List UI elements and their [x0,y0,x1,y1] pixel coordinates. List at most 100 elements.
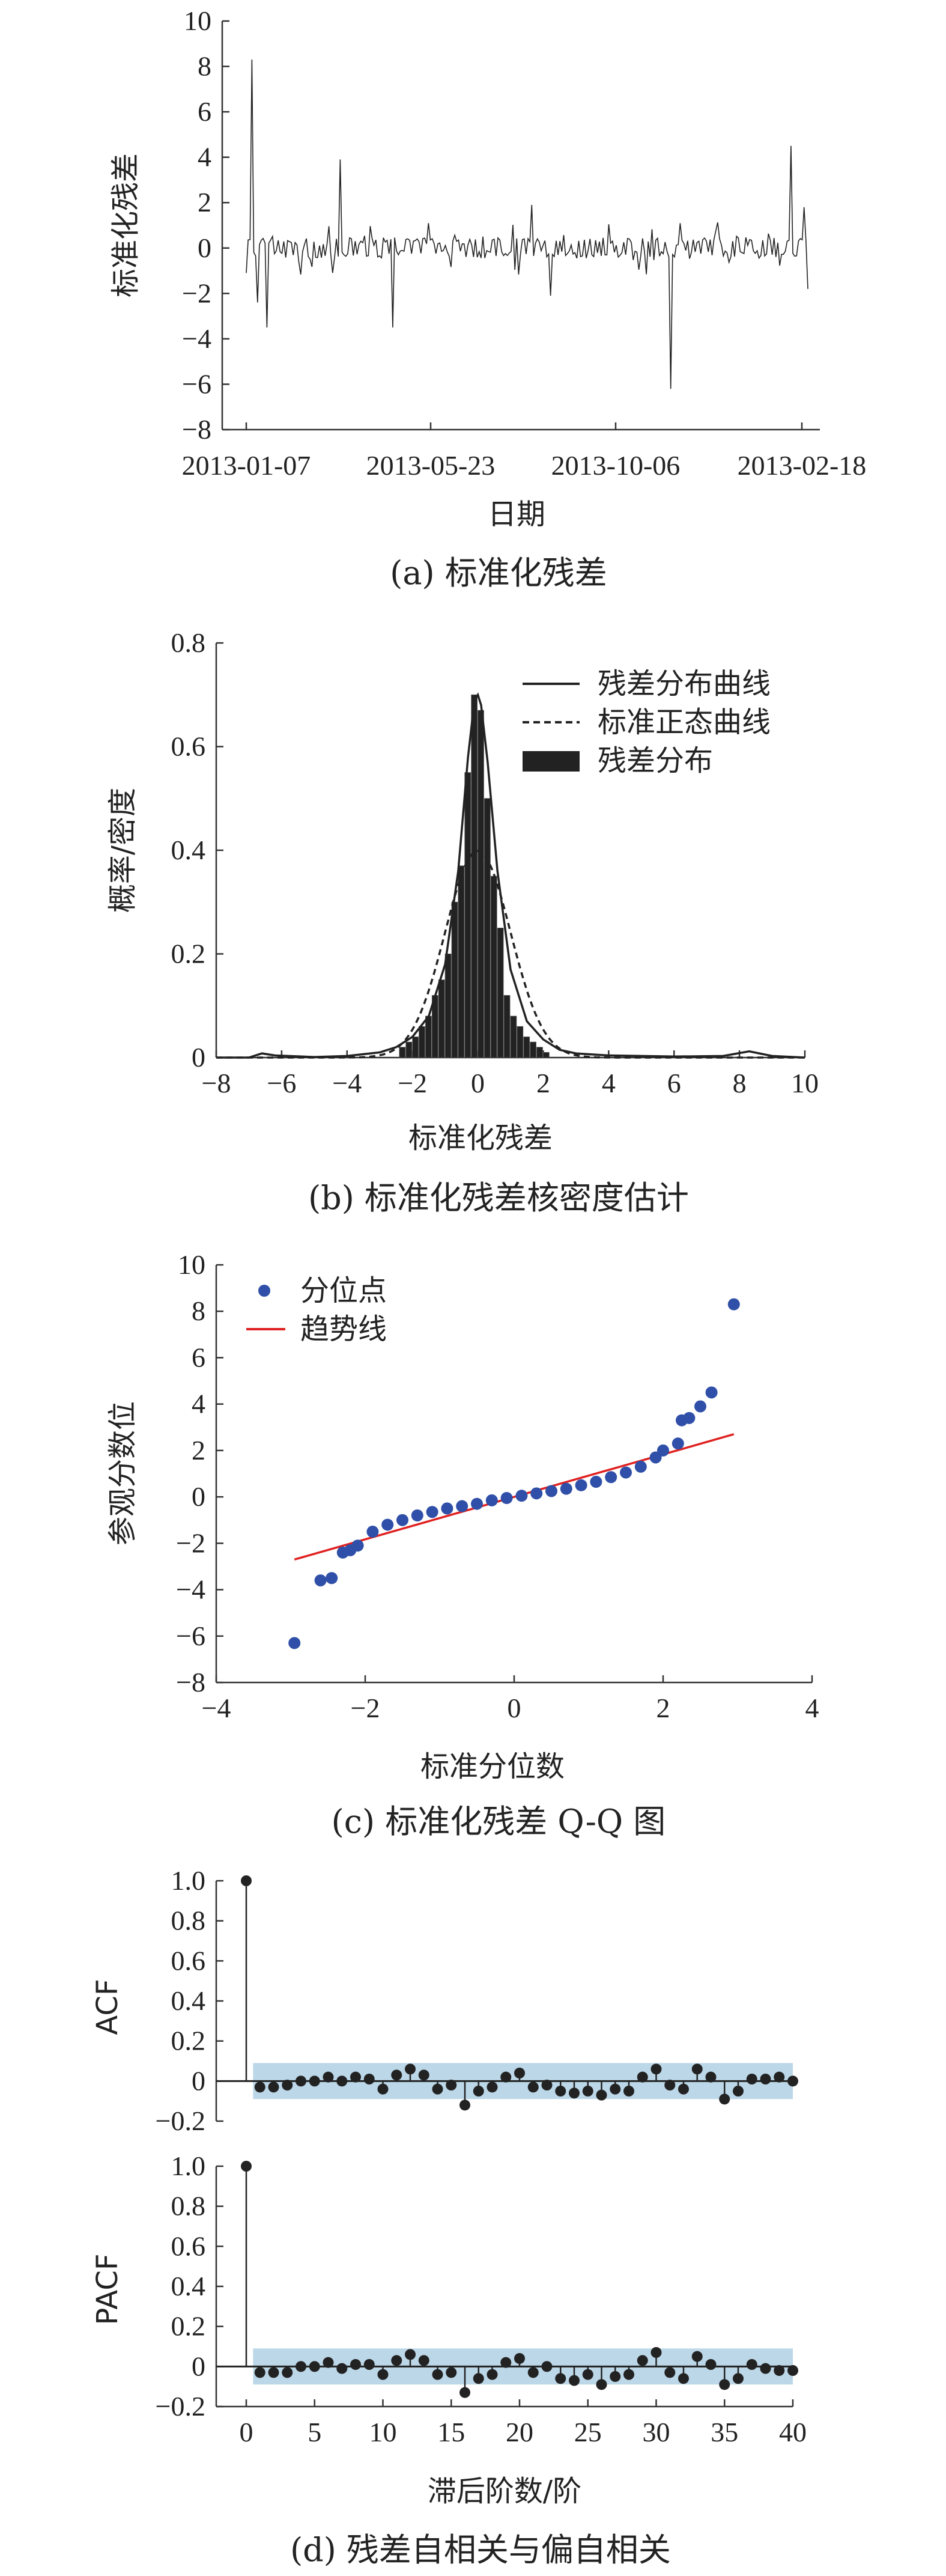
panel-c-ytick-label-9: −8 [176,1667,205,1698]
pacf-xtick-label-8: 40 [779,2417,807,2447]
pacf-stem-marker [377,2369,389,2380]
panel-c-xtick-label-1: −2 [351,1693,380,1723]
pacf-stem-marker [705,2359,717,2370]
histogram-bar [412,1037,419,1058]
acf-stem-marker [774,2071,785,2083]
acf-ytick-label-6: −0.2 [156,2106,205,2136]
panel-c-xtick-label-2: 0 [508,1693,521,1723]
panel-c-ytick-label-8: −6 [176,1621,205,1651]
panel-a-x-ticks: 2013-01-07 2013-05-23 2013-10-06 2013-02-18 [182,422,867,481]
pacf-ytick-label-1: 0.8 [171,2191,206,2221]
pacf-stem-marker [405,2349,416,2360]
panel-b-xtick-label-2: −4 [332,1068,362,1098]
panel-d-acf-y-axis-label: ACF [91,1979,124,2035]
pacf-ytick-label-2: 0.6 [171,2230,206,2261]
acf-stem-marker [459,2099,470,2111]
pacf-stem-marker [254,2367,265,2378]
panel-b-normal-curve [216,850,805,1059]
panel-d-pacf-stems [241,2161,798,2398]
quantile-point [657,1444,669,1457]
acf-stem-marker [705,2071,717,2083]
pacf-stem-marker [760,2363,771,2374]
pacf-xtick-label-4: 20 [506,2417,533,2447]
pacf-stem-marker [459,2387,470,2398]
pacf-stem-marker [514,2353,525,2364]
quantile-point [396,1514,408,1526]
histogram-bar [536,1047,543,1058]
panel-c-xtick-label-0: −4 [202,1693,231,1723]
pacf-stem-marker [363,2359,375,2370]
histogram-bar [451,901,458,1058]
acf-ytick-label-0: 1.0 [171,1865,206,1896]
quantile-point [366,1526,379,1538]
panel-b-x-ticks: −8 −6 −4 −2 0 2 4 6 8 10 [202,1050,819,1098]
panel-a-xtick-label-3: 2013-02-18 [738,450,867,481]
histogram-bar [490,875,497,1058]
quantile-point [471,1497,483,1510]
panel-c-y-axis-label: 参观分数位 [106,1401,139,1545]
quantile-point [605,1471,617,1484]
panel-b-legend: 残差分布曲线 标准正态曲线 残差分布 [523,667,771,778]
acf-stem-marker [733,2086,744,2096]
panel-c-xtick-label-3: 2 [656,1693,670,1723]
pacf-stem-marker [241,2161,252,2172]
panel-d-pacf-x-axis-label: 滞后阶数/阶 [428,2474,581,2508]
acf-stem-marker [323,2071,334,2083]
caption-c: (c) 标准化残差 Q-Q 图 [332,1803,666,1841]
acf-ytick-label-2: 0.6 [171,1945,206,1976]
panel-d-acf-stems [241,1875,798,2111]
acf-ytick-label-4: 0.2 [171,2026,206,2056]
histogram-bar [543,1052,550,1058]
quantile-point [672,1437,684,1450]
pacf-stem-marker [296,2361,306,2372]
pacf-stem-marker [487,2369,498,2380]
panel-b-ytick-label-1: 0.6 [171,731,206,762]
histogram-bar [425,1015,432,1058]
quantile-point [426,1506,438,1518]
quantile-point [326,1572,338,1585]
acf-stem-marker [514,2068,525,2078]
histogram-bar [497,927,504,1058]
quantile-point [456,1500,468,1512]
quantile-point [515,1490,528,1502]
panel-b-ytick-label-0: 0.8 [171,627,206,658]
panel-c-ytick-label-2: 6 [192,1342,205,1372]
histogram-bar [464,772,471,1058]
acf-stem-marker [555,2086,566,2096]
quantile-point [411,1509,423,1521]
quantile-point [485,1494,498,1506]
panel-b-xtick-label-1: −6 [267,1068,296,1098]
pacf-stem-marker [569,2375,580,2386]
panel-b-ytick-label-2: 0.4 [171,835,206,865]
panel-c-ytick-label-0: 10 [178,1249,205,1280]
acf-stem-marker [678,2083,689,2095]
quantile-point [500,1492,513,1505]
acf-stem-marker [405,2063,416,2075]
acf-ytick-label-3: 0.4 [171,1985,206,2016]
acf-stem-marker [760,2074,771,2084]
pacf-stem-marker [500,2357,512,2368]
pacf-stem-marker [719,2379,730,2390]
pacf-stem-marker [787,2365,798,2376]
pacf-stem-marker [418,2355,429,2366]
quantile-point [545,1485,557,1497]
acf-stem-marker [664,2080,676,2090]
pacf-stem-marker [268,2367,279,2378]
quantile-point [705,1386,718,1399]
acf-stem-marker [309,2075,320,2087]
pacf-xtick-label-3: 15 [437,2417,465,2447]
histogram-bar [484,798,491,1058]
panel-b-x-axis-label: 标准化残差 [408,1121,553,1155]
panel-d-acf: 1.0 0.8 0.6 0.4 0.2 0 −0.2 ACF [91,1865,798,2136]
acf-stem-marker [350,2071,361,2083]
panel-c-xtick-label-4: 4 [805,1693,819,1723]
quantile-point [351,1539,364,1552]
acf-stem-marker [487,2081,498,2093]
pacf-stem-marker [336,2363,348,2374]
pacf-stem-marker [678,2373,689,2384]
pacf-stem-marker [733,2373,744,2384]
acf-stem-marker [282,2080,293,2090]
acf-stem-marker [432,2083,443,2095]
acf-stem-marker [296,2075,306,2087]
acf-stem-marker [787,2075,798,2087]
